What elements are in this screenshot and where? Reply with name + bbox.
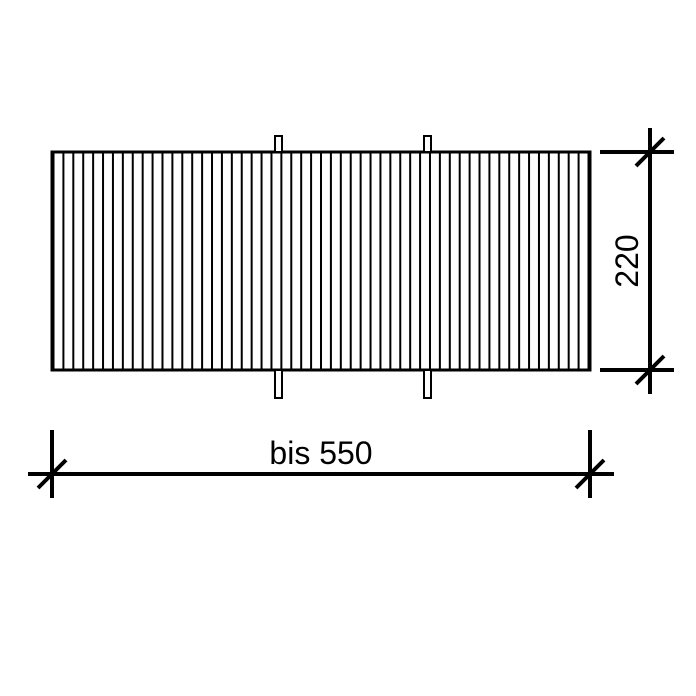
height-dimension-label: 220 (609, 234, 645, 287)
technical-drawing: bis 550 220 (0, 0, 696, 696)
width-dimension-label: bis 550 (269, 435, 372, 471)
panel (52, 136, 590, 398)
